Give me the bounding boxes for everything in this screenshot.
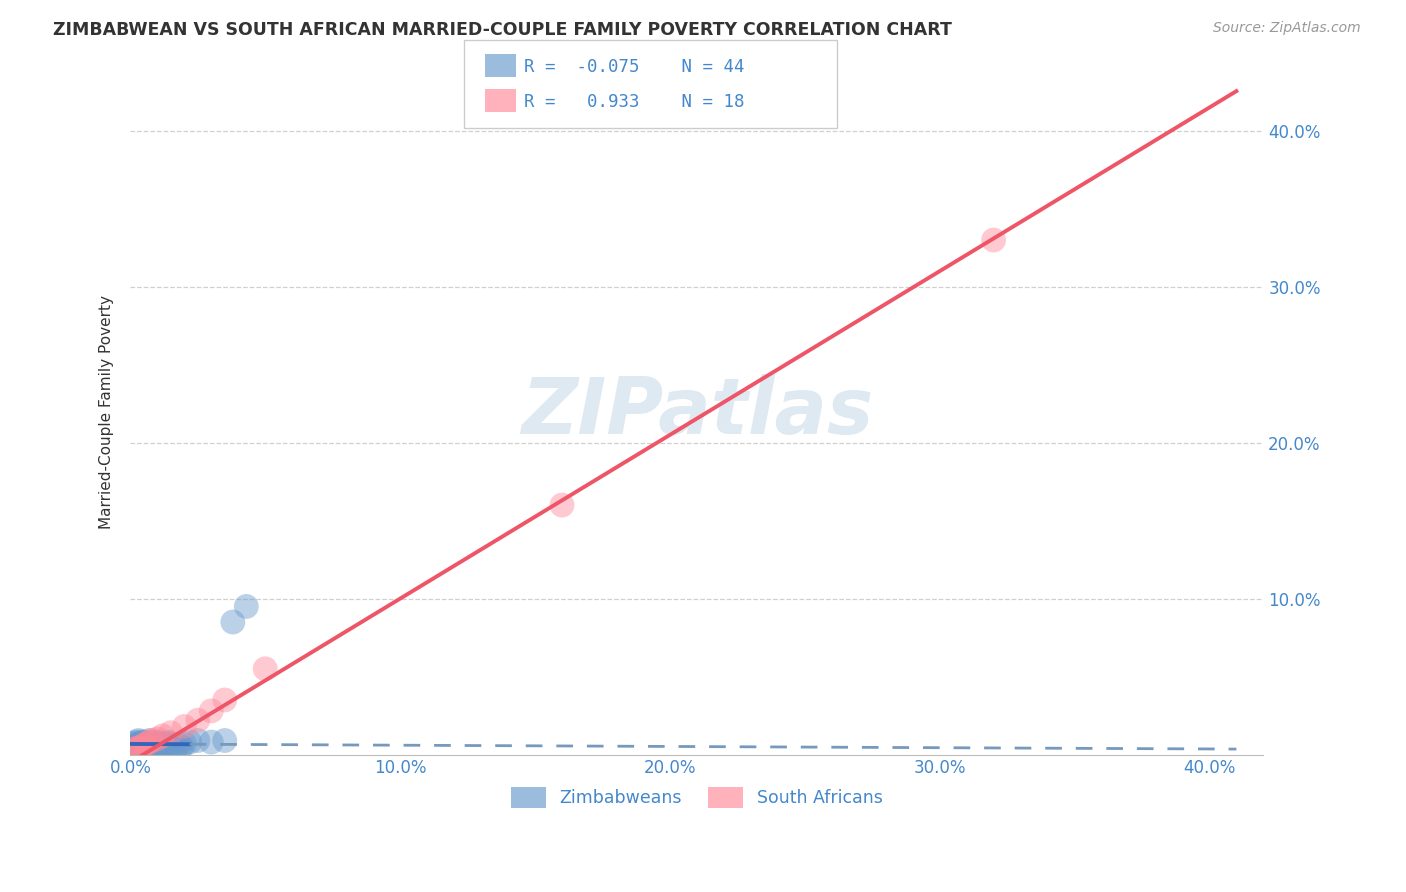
- Point: [132, 739, 155, 754]
- Point: [135, 737, 157, 751]
- Point: [127, 739, 149, 754]
- Point: [127, 737, 149, 751]
- Point: [159, 737, 181, 751]
- Point: [146, 731, 169, 746]
- Point: [132, 735, 155, 749]
- Point: [129, 741, 152, 756]
- Point: [162, 738, 184, 752]
- Point: [125, 738, 148, 752]
- Point: [127, 733, 149, 747]
- Point: [200, 704, 222, 718]
- Point: [165, 739, 187, 754]
- Point: [173, 737, 195, 751]
- Point: [143, 739, 166, 754]
- Point: [138, 733, 160, 747]
- Point: [173, 719, 195, 733]
- Point: [235, 599, 257, 614]
- Point: [122, 739, 145, 754]
- Point: [125, 741, 148, 756]
- Point: [187, 713, 209, 727]
- Point: [127, 743, 149, 757]
- Point: [222, 615, 245, 629]
- Point: [135, 738, 157, 752]
- Point: [146, 738, 169, 752]
- Point: [132, 738, 155, 752]
- Legend: Zimbabweans, South Africans: Zimbabweans, South Africans: [505, 780, 890, 814]
- Point: [146, 735, 169, 749]
- Point: [138, 735, 160, 749]
- Point: [122, 743, 145, 757]
- Point: [129, 735, 152, 749]
- Point: [214, 693, 236, 707]
- Point: [122, 737, 145, 751]
- Text: R =  -0.075    N = 44: R = -0.075 N = 44: [524, 58, 745, 76]
- Point: [167, 738, 190, 752]
- Point: [135, 737, 157, 751]
- Point: [200, 735, 222, 749]
- Y-axis label: Married-Couple Family Poverty: Married-Couple Family Poverty: [100, 294, 114, 529]
- Point: [141, 741, 163, 756]
- Point: [132, 738, 155, 752]
- Point: [141, 738, 163, 752]
- Point: [157, 735, 180, 749]
- Point: [127, 741, 149, 756]
- Point: [129, 738, 152, 752]
- Point: [125, 741, 148, 756]
- Point: [125, 735, 148, 749]
- Text: R =   0.933    N = 18: R = 0.933 N = 18: [524, 93, 745, 111]
- Point: [214, 733, 236, 747]
- Point: [141, 733, 163, 747]
- Point: [159, 725, 181, 739]
- Point: [143, 737, 166, 751]
- Point: [155, 737, 177, 751]
- Point: [254, 662, 277, 676]
- Point: [138, 739, 160, 754]
- Point: [152, 738, 174, 752]
- Point: [132, 743, 155, 757]
- Point: [187, 733, 209, 747]
- Point: [983, 233, 1005, 247]
- Point: [135, 741, 157, 756]
- Point: [179, 735, 201, 749]
- Text: Source: ZipAtlas.com: Source: ZipAtlas.com: [1213, 21, 1361, 35]
- Point: [152, 729, 174, 743]
- Point: [149, 737, 172, 751]
- Point: [138, 737, 160, 751]
- Point: [551, 498, 574, 512]
- Text: ZIMBABWEAN VS SOUTH AFRICAN MARRIED-COUPLE FAMILY POVERTY CORRELATION CHART: ZIMBABWEAN VS SOUTH AFRICAN MARRIED-COUP…: [53, 21, 952, 38]
- Text: ZIPatlas: ZIPatlas: [520, 374, 873, 450]
- Point: [129, 739, 152, 754]
- Point: [170, 739, 193, 754]
